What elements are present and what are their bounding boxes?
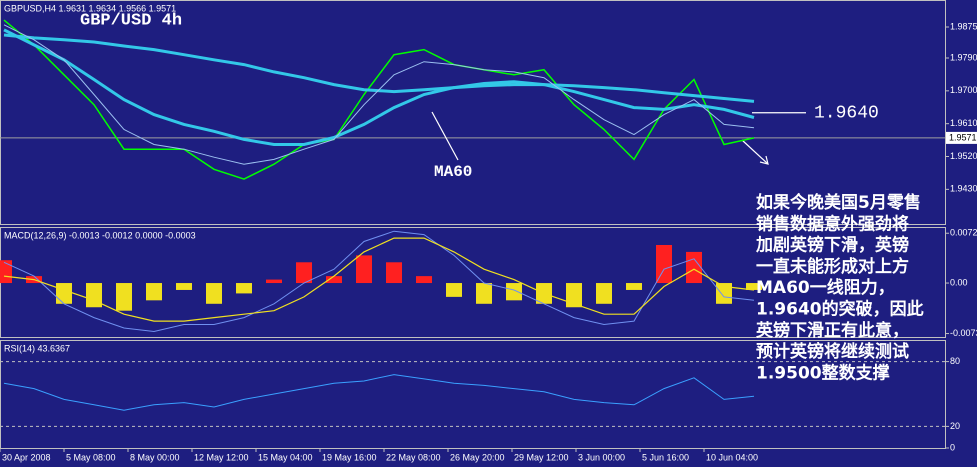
note-line: 英镑下滑正有此意，: [756, 320, 909, 341]
y-tick-label: 0.0072: [950, 228, 977, 238]
series-name: MA60: [434, 163, 472, 181]
histogram-bar: [506, 283, 522, 301]
x-tick-label: 30 Apr 2008: [2, 452, 51, 462]
y-tick-label: 1.9875: [950, 21, 977, 31]
y-tick-label: 0: [950, 442, 955, 452]
histogram-bar: [476, 283, 492, 304]
x-tick-label: 10 Jun 04:00: [706, 452, 758, 462]
x-tick-label: 12 May 12:00: [194, 452, 249, 462]
x-tick-label: 3 Jun 00:00: [578, 452, 625, 462]
histogram-bar: [566, 283, 582, 308]
y-tick-label: 20: [950, 421, 960, 431]
series-line: [3, 28, 755, 146]
pane-header: RSI(14) 43.6367: [4, 343, 70, 353]
note-line: 销售数据意外强劲将: [756, 213, 909, 234]
histogram-bar: [626, 283, 642, 290]
note-line: 1.9500整数支撑: [756, 362, 890, 383]
histogram-bar: [716, 283, 732, 304]
histogram-bar: [356, 255, 372, 284]
histogram-bar: [0, 260, 12, 284]
y-tick-label: 1.9610: [950, 118, 977, 128]
note-line: 预计英镑将继续测试: [756, 341, 909, 362]
histogram-bar: [296, 262, 312, 284]
histogram-bar: [176, 283, 192, 290]
x-tick-label: 15 May 04:00: [258, 452, 313, 462]
histogram-bar: [386, 262, 402, 284]
y-tick-label: 0.00: [950, 277, 968, 287]
histogram-bar: [446, 283, 462, 297]
series-line: [3, 19, 755, 180]
x-tick-label: 5 May 08:00: [66, 452, 116, 462]
series-pointer: [431, 111, 459, 161]
note-line: 一直未能形成对上方: [756, 256, 909, 277]
series-line: [3, 33, 755, 103]
x-tick-label: 22 May 08:00: [386, 452, 441, 462]
histogram-bar: [116, 283, 132, 311]
histogram-bar: [686, 251, 702, 284]
note-line: MA60一线阻力，: [756, 277, 895, 298]
histogram-bar: [266, 279, 282, 284]
histogram-bar: [746, 283, 762, 290]
pane-header: MACD(12,26,9) -0.0013 -0.0012 0.0000 -0.…: [4, 230, 196, 240]
pane-border: [0, 0, 946, 225]
annotation-label: 1.9640: [814, 103, 879, 123]
series-line: [3, 24, 755, 165]
current-price-box: [946, 131, 977, 144]
histogram-bar: [56, 283, 72, 304]
x-tick-label: 26 May 20:00: [450, 452, 505, 462]
histogram-bar: [416, 276, 432, 284]
y-tick-label: -0.0073: [950, 328, 977, 338]
x-tick-label: 5 Jun 16:00: [642, 452, 689, 462]
arrow: [741, 139, 769, 165]
histogram-bar: [206, 283, 222, 304]
pane-header: GBPUSD,H4 1.9631 1.9634 1.9566 1.9571: [4, 3, 176, 13]
y-tick-label: 1.9790: [950, 52, 977, 62]
y-tick-label: 80: [950, 356, 960, 366]
note-line: 1.9640的突破，因此: [756, 299, 924, 320]
histogram-bar: [146, 283, 162, 301]
series-line: [3, 374, 755, 411]
current-price-label: 1.9571: [949, 132, 977, 142]
chart-title: GBP/USD 4h: [80, 11, 182, 30]
note-line: 加剧英镑下滑，英镑: [755, 235, 909, 256]
y-tick-label: 1.9700: [950, 85, 977, 95]
x-tick-label: 19 May 16:00: [322, 452, 377, 462]
histogram-bar: [236, 283, 252, 294]
x-tick-label: 29 May 12:00: [514, 452, 569, 462]
series-line: [3, 237, 755, 322]
x-tick-label: 8 May 00:00: [130, 452, 180, 462]
histogram-bar: [596, 283, 612, 304]
histogram-bar: [326, 276, 342, 284]
note-line: 如果今晚美国5月零售: [756, 192, 921, 213]
histogram-bar: [656, 244, 672, 284]
pane-border: [0, 340, 946, 449]
series-line: [3, 230, 755, 333]
y-tick-label: 1.9430: [950, 184, 977, 194]
y-tick-label: 1.9520: [950, 151, 977, 161]
histogram-bar: [86, 283, 102, 308]
